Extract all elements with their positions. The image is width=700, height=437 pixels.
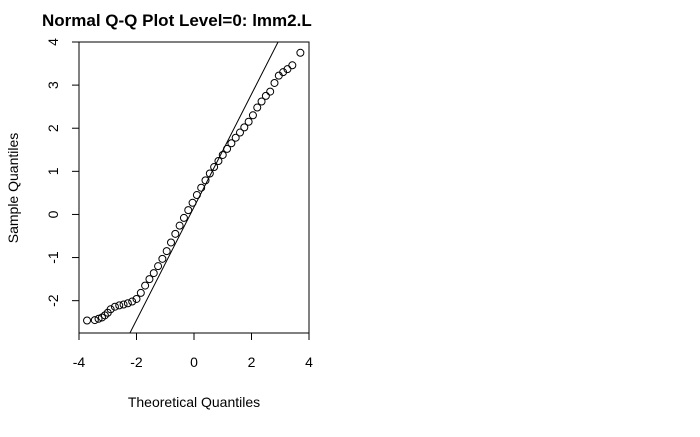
data-point (214, 156, 223, 165)
data-point (136, 288, 145, 297)
data-point (197, 183, 206, 192)
data-point (188, 198, 197, 207)
data-point (90, 316, 99, 325)
data-point (154, 262, 163, 271)
y-tick-label: 4 (45, 38, 61, 46)
x-tick-label: 4 (305, 354, 313, 370)
data-point (201, 176, 210, 185)
data-point (167, 238, 175, 247)
x-tick-label: -2 (130, 354, 143, 370)
data-point (106, 305, 115, 314)
qq-reference-line (129, 42, 279, 333)
y-axis-label: Sample Quantiles (5, 133, 21, 244)
data-point (175, 221, 184, 230)
y-tick-label: 0 (45, 210, 61, 218)
data-point (115, 301, 124, 310)
data-point (132, 294, 141, 303)
data-point (244, 117, 253, 126)
data-point (179, 213, 188, 222)
data-point (171, 229, 180, 238)
data-point (270, 78, 279, 87)
data-point (94, 314, 103, 323)
data-point (145, 275, 154, 284)
data-point (218, 150, 227, 159)
data-point (223, 144, 232, 153)
data-point (110, 302, 119, 311)
data-point (83, 316, 92, 325)
y-tick-label: 2 (45, 124, 61, 132)
data-point (253, 103, 262, 112)
data-point (231, 133, 240, 142)
data-point (261, 91, 270, 100)
x-tick-label: 0 (190, 354, 198, 370)
x-tick-label: -4 (73, 354, 86, 370)
chart-title: Normal Q-Q Plot Level=0: lmm2.L (42, 11, 312, 30)
y-tick-label: -1 (45, 251, 61, 264)
data-point (227, 139, 236, 148)
data-point (240, 123, 249, 132)
data-point (205, 169, 214, 178)
data-point (283, 65, 292, 74)
data-point (123, 299, 132, 308)
data-point (210, 163, 219, 172)
data-point (158, 254, 167, 263)
data-point (128, 297, 137, 306)
data-point (184, 206, 193, 215)
data-point (119, 300, 128, 309)
data-point (149, 269, 158, 278)
data-point (248, 111, 257, 120)
data-point (266, 87, 275, 96)
data-point (257, 97, 266, 106)
data-point (236, 128, 244, 137)
data-point (192, 191, 201, 200)
y-tick-label: -2 (45, 294, 61, 307)
data-point (141, 281, 150, 290)
plot-area-frame (78, 41, 310, 334)
data-point (162, 247, 171, 256)
y-tick-label: 1 (45, 167, 61, 175)
data-point (288, 61, 297, 70)
y-tick-label: 3 (45, 81, 61, 89)
data-point (296, 48, 305, 57)
x-tick-label: 2 (248, 354, 256, 370)
x-axis-label: Theoretical Quantiles (128, 394, 260, 410)
data-point (100, 311, 109, 320)
